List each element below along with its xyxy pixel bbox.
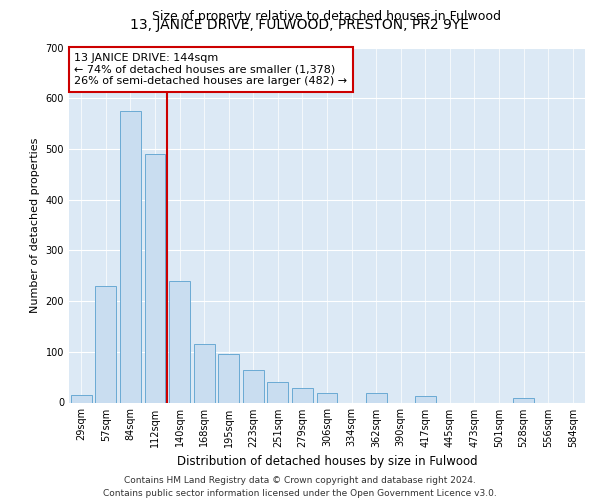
Bar bbox=[95, 286, 116, 403]
Bar bbox=[145, 154, 166, 402]
Bar bbox=[169, 281, 190, 402]
Bar bbox=[268, 382, 289, 402]
Bar bbox=[243, 370, 264, 402]
Bar bbox=[317, 394, 337, 402]
Bar bbox=[513, 398, 534, 402]
Bar bbox=[218, 354, 239, 403]
X-axis label: Distribution of detached houses by size in Fulwood: Distribution of detached houses by size … bbox=[176, 455, 478, 468]
Y-axis label: Number of detached properties: Number of detached properties bbox=[30, 138, 40, 312]
Text: 13 JANICE DRIVE: 144sqm
← 74% of detached houses are smaller (1,378)
26% of semi: 13 JANICE DRIVE: 144sqm ← 74% of detache… bbox=[74, 53, 347, 86]
Text: Contains HM Land Registry data © Crown copyright and database right 2024.
Contai: Contains HM Land Registry data © Crown c… bbox=[103, 476, 497, 498]
Bar bbox=[415, 396, 436, 402]
Title: Size of property relative to detached houses in Fulwood: Size of property relative to detached ho… bbox=[152, 10, 502, 22]
Bar bbox=[365, 394, 386, 402]
Text: 13, JANICE DRIVE, FULWOOD, PRESTON, PR2 9YE: 13, JANICE DRIVE, FULWOOD, PRESTON, PR2 … bbox=[131, 18, 470, 32]
Bar bbox=[292, 388, 313, 402]
Bar bbox=[120, 111, 141, 403]
Bar bbox=[71, 395, 92, 402]
Bar bbox=[194, 344, 215, 403]
